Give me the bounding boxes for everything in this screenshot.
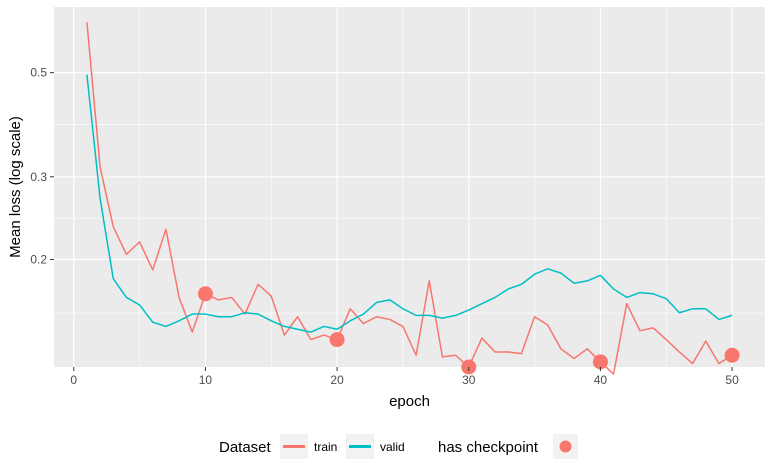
x-tick-label: 50 <box>725 373 739 387</box>
axis-layer: 0 10 20 30 40 50 0.2 0.3 0.5 <box>30 66 739 387</box>
checkpoint-point <box>724 347 740 363</box>
legend-title-dataset: Dataset <box>219 439 272 456</box>
series-line-valid <box>86 74 733 333</box>
y-tick-label: 0.3 <box>30 170 47 184</box>
checkpoint-layer <box>197 286 740 375</box>
y-tick-label: 0.2 <box>30 252 47 266</box>
x-tick-label: 0 <box>70 373 77 387</box>
legend-label-train: train <box>314 440 337 454</box>
checkpoint-point <box>197 286 213 302</box>
x-tick-label: 40 <box>594 373 608 387</box>
y-tick-label: 0.5 <box>30 66 47 80</box>
series-layer <box>86 22 733 375</box>
grid-minor <box>54 7 765 367</box>
legend: Dataset train valid has checkpoint <box>219 434 578 459</box>
y-axis-title: Mean loss (log scale) <box>7 116 24 258</box>
series-line-train <box>86 22 733 375</box>
x-tick-label: 20 <box>330 373 344 387</box>
x-tick-label: 10 <box>199 373 213 387</box>
x-tick-label: 30 <box>462 373 476 387</box>
plot-panel <box>54 7 765 367</box>
x-axis-title: epoch <box>389 393 430 410</box>
legend-label-valid: valid <box>380 440 405 454</box>
checkpoint-point <box>592 354 608 370</box>
legend-dot-checkpoint <box>559 440 572 453</box>
checkpoint-point <box>329 332 345 348</box>
legend-title-checkpoint: has checkpoint <box>438 439 539 456</box>
